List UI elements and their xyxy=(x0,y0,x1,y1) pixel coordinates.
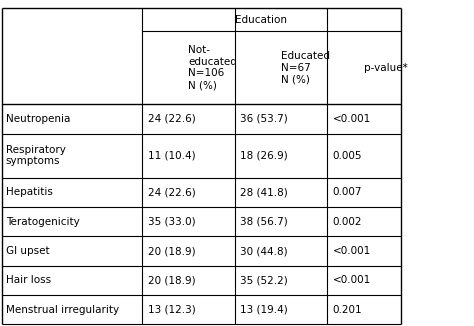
Text: Respiratory
symptoms: Respiratory symptoms xyxy=(6,145,65,167)
Text: 13 (19.4): 13 (19.4) xyxy=(240,305,288,315)
Text: 20 (18.9): 20 (18.9) xyxy=(148,246,195,256)
Text: Educated
N=67
N (%): Educated N=67 N (%) xyxy=(281,51,330,84)
Text: Hepatitis: Hepatitis xyxy=(6,187,53,197)
Text: Education: Education xyxy=(235,15,287,24)
Text: 38 (56.7): 38 (56.7) xyxy=(240,217,288,227)
Text: 30 (44.8): 30 (44.8) xyxy=(240,246,288,256)
Text: 11 (10.4): 11 (10.4) xyxy=(148,151,195,161)
Text: p-value*: p-value* xyxy=(364,63,408,73)
Text: 24 (22.6): 24 (22.6) xyxy=(148,114,196,124)
Text: 24 (22.6): 24 (22.6) xyxy=(148,187,196,197)
Text: <0.001: <0.001 xyxy=(333,114,371,124)
Text: <0.001: <0.001 xyxy=(333,275,371,285)
Text: Hair loss: Hair loss xyxy=(6,275,51,285)
Text: 13 (12.3): 13 (12.3) xyxy=(148,305,196,315)
Text: 18 (26.9): 18 (26.9) xyxy=(240,151,288,161)
Text: 0.201: 0.201 xyxy=(333,305,362,315)
Text: Teratogenicity: Teratogenicity xyxy=(6,217,80,227)
Text: 0.005: 0.005 xyxy=(333,151,362,161)
Text: GI upset: GI upset xyxy=(6,246,49,256)
Text: Menstrual irregularity: Menstrual irregularity xyxy=(6,305,119,315)
Text: 20 (18.9): 20 (18.9) xyxy=(148,275,195,285)
Text: 35 (52.2): 35 (52.2) xyxy=(240,275,288,285)
Text: 28 (41.8): 28 (41.8) xyxy=(240,187,288,197)
Text: 36 (53.7): 36 (53.7) xyxy=(240,114,288,124)
Text: 0.007: 0.007 xyxy=(333,187,362,197)
Text: 0.002: 0.002 xyxy=(333,217,362,227)
Text: <0.001: <0.001 xyxy=(333,246,371,256)
Text: Neutropenia: Neutropenia xyxy=(6,114,70,124)
Text: 35 (33.0): 35 (33.0) xyxy=(148,217,195,227)
Text: Not-
educated
N=106
N (%): Not- educated N=106 N (%) xyxy=(188,45,237,90)
